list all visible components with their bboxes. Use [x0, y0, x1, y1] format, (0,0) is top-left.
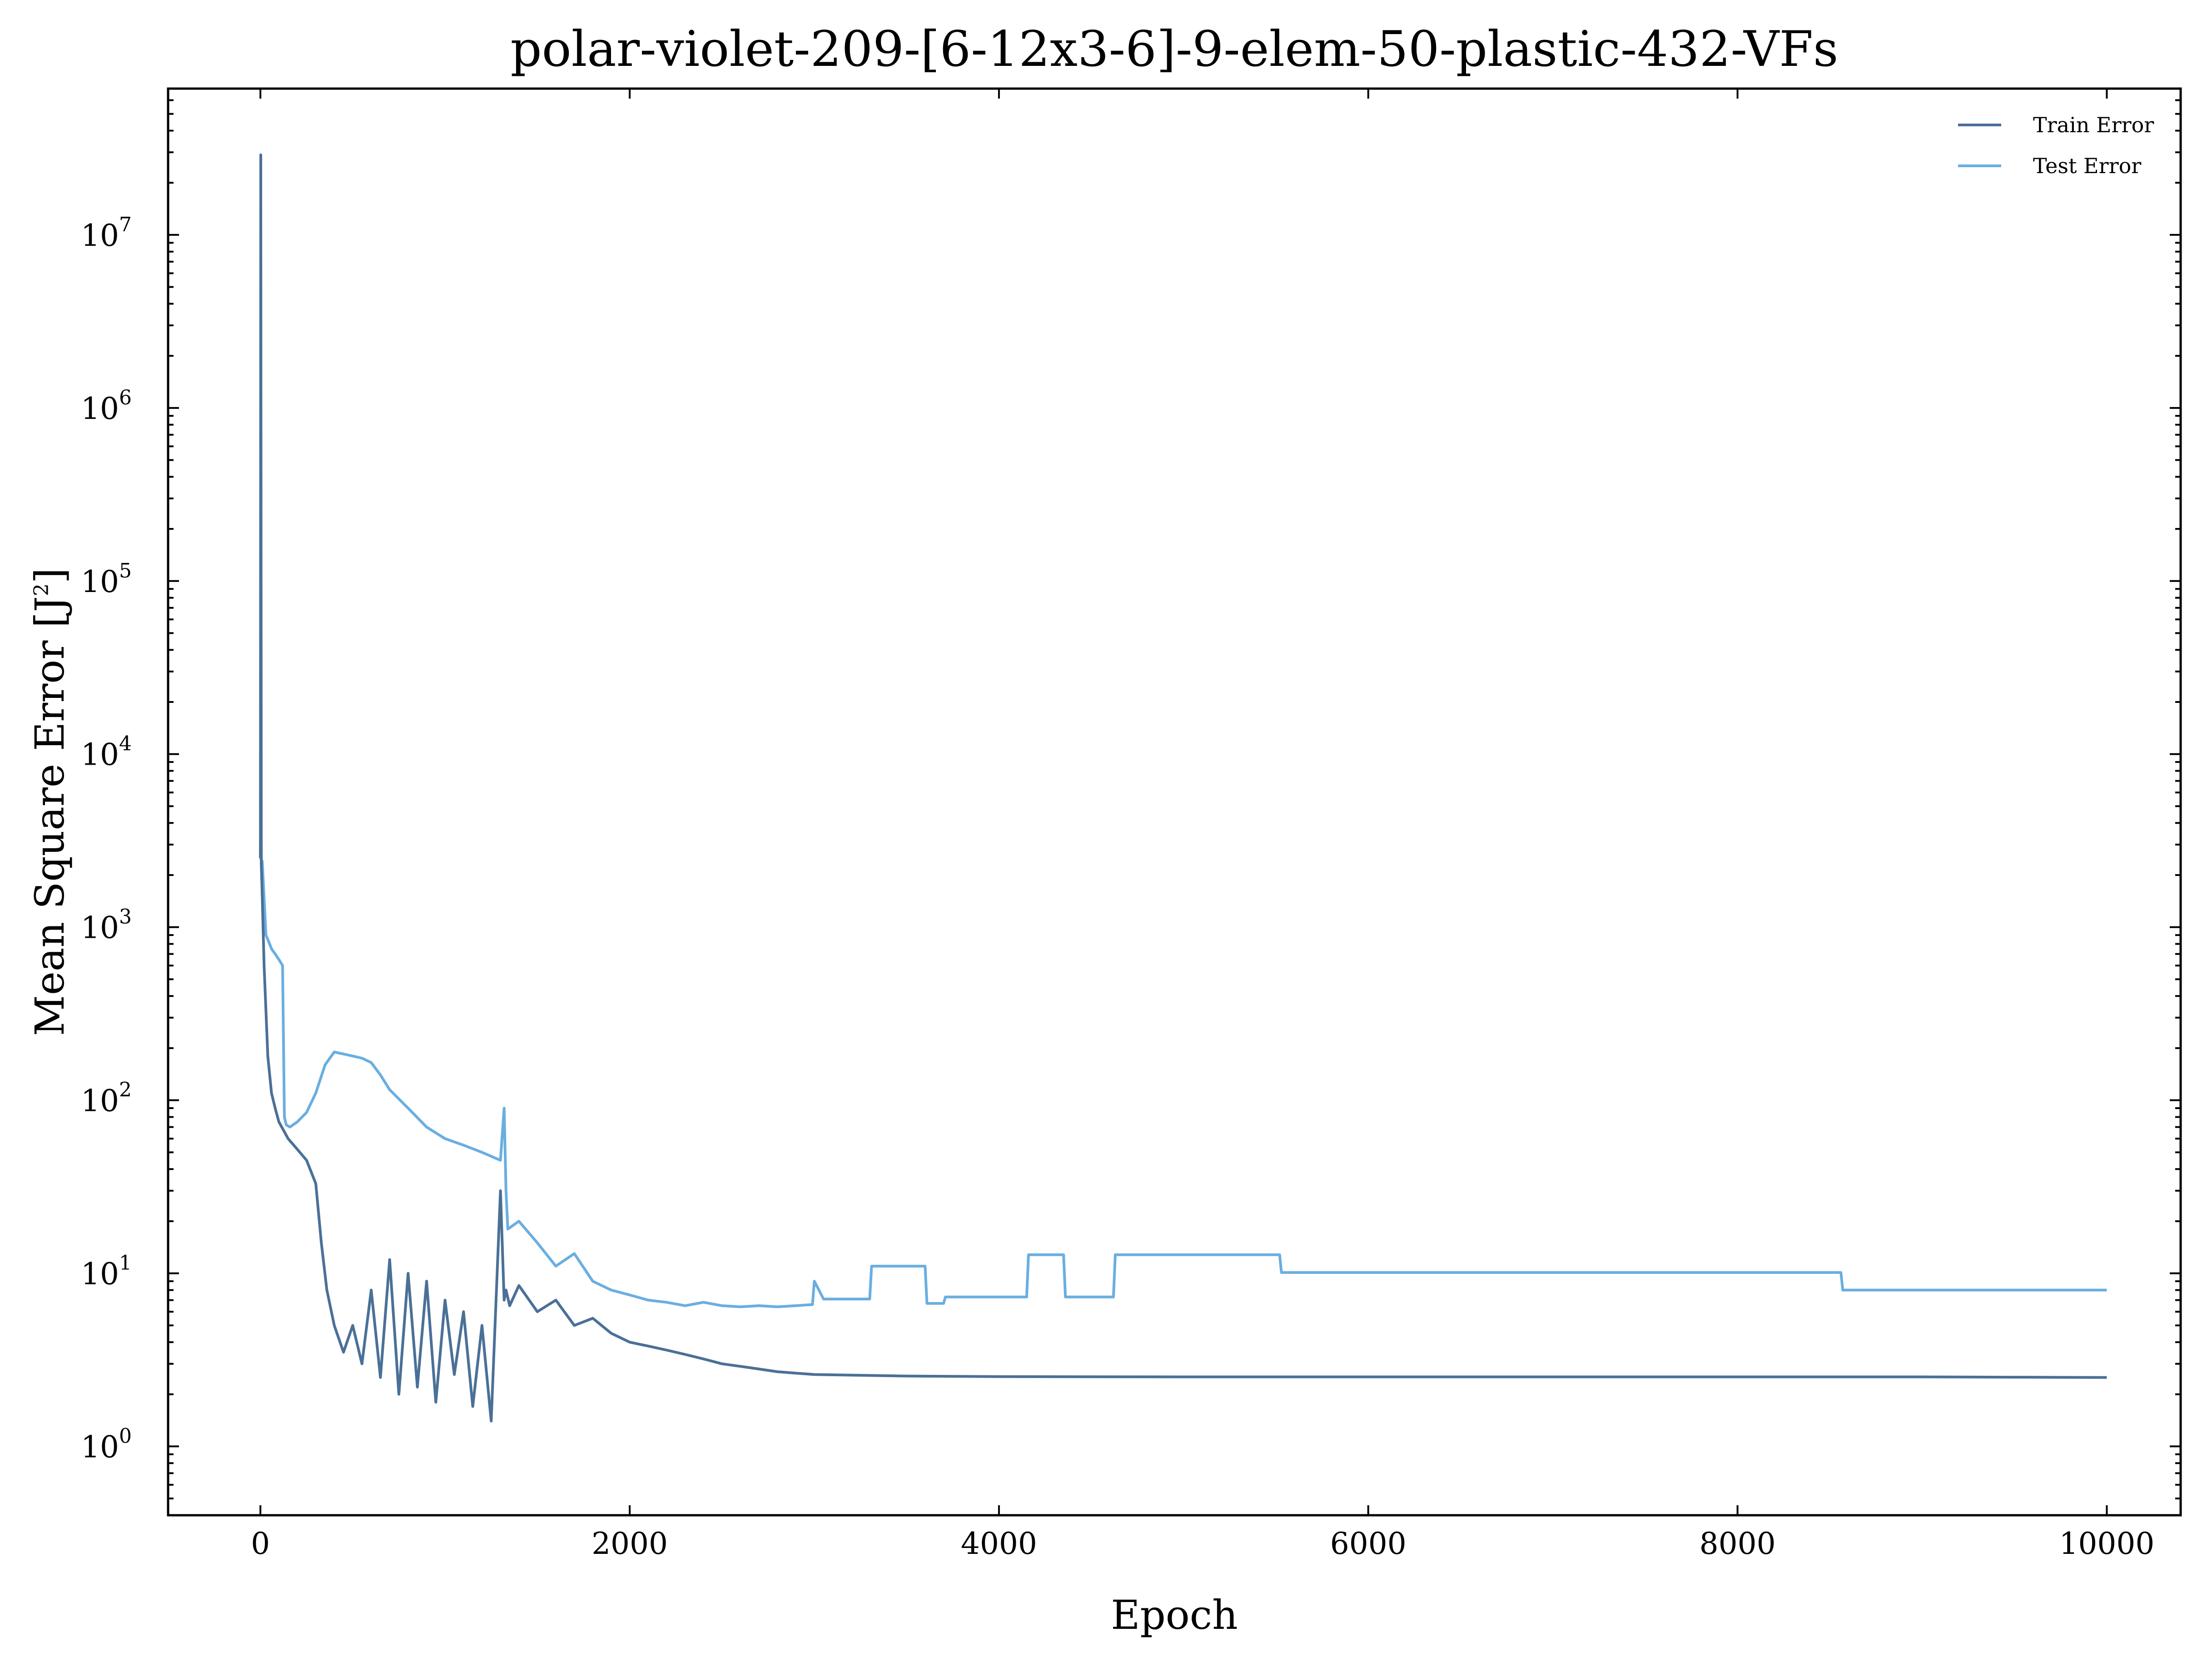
legend: Train Error Test Error — [1958, 113, 2154, 178]
y-tick-label: 106 — [81, 386, 132, 426]
y-axis-label-sup: 2 — [30, 583, 53, 596]
series-line-train-error — [259, 153, 2107, 1423]
x-axis-label: Epoch — [1111, 1592, 1238, 1638]
x-tick-label: 2000 — [592, 1526, 668, 1561]
y-axis-ticks: 100 101 102 103 104 105 106 107 — [81, 88, 2181, 1516]
x-tick-label: 8000 — [1700, 1526, 1776, 1561]
y-tick-label: 107 — [81, 213, 132, 253]
y-tick-label: 100 — [81, 1424, 132, 1464]
legend-label-train: Train Error — [2033, 113, 2154, 137]
y-tick-label: 103 — [81, 906, 132, 945]
y-axis-label-close: ] — [26, 568, 73, 583]
y-tick-label: 101 — [81, 1251, 132, 1291]
y-tick-label: 105 — [81, 559, 132, 599]
plot-frame — [167, 87, 2182, 1517]
chart-title: polar-violet-209-[6-12x3-6]-9-elem-50-pl… — [511, 21, 1839, 78]
y-axis-label: Mean Square Error [J2] — [26, 568, 73, 1036]
series-layer — [259, 153, 2107, 1423]
plot-area: 0 2000 4000 6000 8000 10000 10010110210310410… — [81, 87, 2182, 1561]
x-tick-label: 4000 — [961, 1526, 1037, 1561]
x-tick-label: 0 — [251, 1526, 270, 1561]
series-line-test-error — [259, 857, 2107, 1309]
y-axis-label-text: Mean Square Error [J — [26, 596, 73, 1036]
legend-label-test: Test Error — [2033, 154, 2141, 178]
x-tick-label: 10000 — [2059, 1526, 2154, 1561]
y-tick-label: 104 — [81, 732, 132, 772]
y-tick-label: 102 — [81, 1079, 132, 1119]
x-tick-label: 6000 — [1330, 1526, 1407, 1561]
x-axis-ticks: 0 2000 4000 6000 8000 10000 — [251, 89, 2154, 1561]
